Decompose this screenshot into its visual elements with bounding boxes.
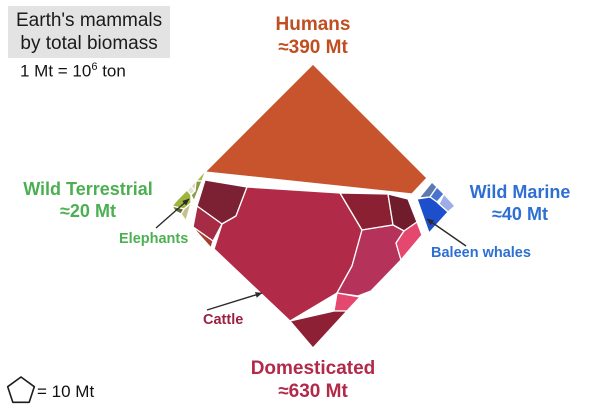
- cell-wt-7: [180, 202, 192, 222]
- cell-dom-7: [336, 224, 405, 297]
- cell-wt-1: [195, 169, 207, 182]
- humans-value: ≈390 Mt: [278, 37, 348, 59]
- wild-marine-name: Wild Marine: [469, 182, 571, 202]
- elephants-arrow: [155, 198, 190, 229]
- baleen-whales-callout-label: Baleen whales: [431, 245, 531, 261]
- cattle-callout-label: Cattle: [203, 312, 244, 328]
- cell-elephants: [190, 180, 203, 202]
- humans-group-label: Humans ≈390 Mt: [233, 13, 393, 59]
- cell-baleen-whales: [416, 196, 449, 234]
- wild-marine-value: ≈40 Mt: [492, 203, 548, 224]
- humans-name: Humans: [275, 14, 351, 35]
- unit-note-suffix: ton: [97, 61, 126, 81]
- wild-terrestrial-group-label: Wild Terrestrial ≈20 Mt: [6, 179, 170, 223]
- unit-note: 1 Mt = 106 ton: [20, 61, 126, 82]
- cell-dom-10: [289, 310, 348, 349]
- elephants-callout-label: Elephants: [119, 231, 189, 247]
- domesticated-value: ≈630 Mt: [278, 381, 348, 403]
- wild-terrestrial-value: ≈20 Mt: [60, 200, 116, 221]
- chart-title-line1: Earth's mammals: [16, 10, 163, 31]
- cell-dom-3: [192, 226, 214, 249]
- chart-title-line2: by total biomass: [20, 33, 158, 54]
- unit-note-exponent: 6: [91, 61, 98, 73]
- treemap-cells: [171, 63, 456, 349]
- domesticated-name: Domesticated: [250, 358, 376, 379]
- pentagon-icon: [6, 376, 36, 404]
- domesticated-group-label: Domesticated ≈630 Mt: [233, 357, 393, 403]
- cell-dom-9: [333, 292, 361, 312]
- unit-note-base: 1 Mt = 10: [20, 61, 92, 81]
- legend-scale-text: = 10 Mt: [37, 382, 95, 401]
- cell-humans: [204, 63, 428, 195]
- cell-dom-8: [395, 221, 423, 261]
- callout-arrows: [155, 198, 467, 311]
- wild-marine-group-label: Wild Marine ≈40 Mt: [438, 182, 600, 226]
- cattle-arrow: [206, 292, 263, 311]
- chart-title: Earth's mammals by total biomass: [8, 6, 171, 58]
- baleen-whales-arrow: [426, 218, 467, 247]
- wild-terrestrial-name: Wild Terrestrial: [23, 179, 153, 199]
